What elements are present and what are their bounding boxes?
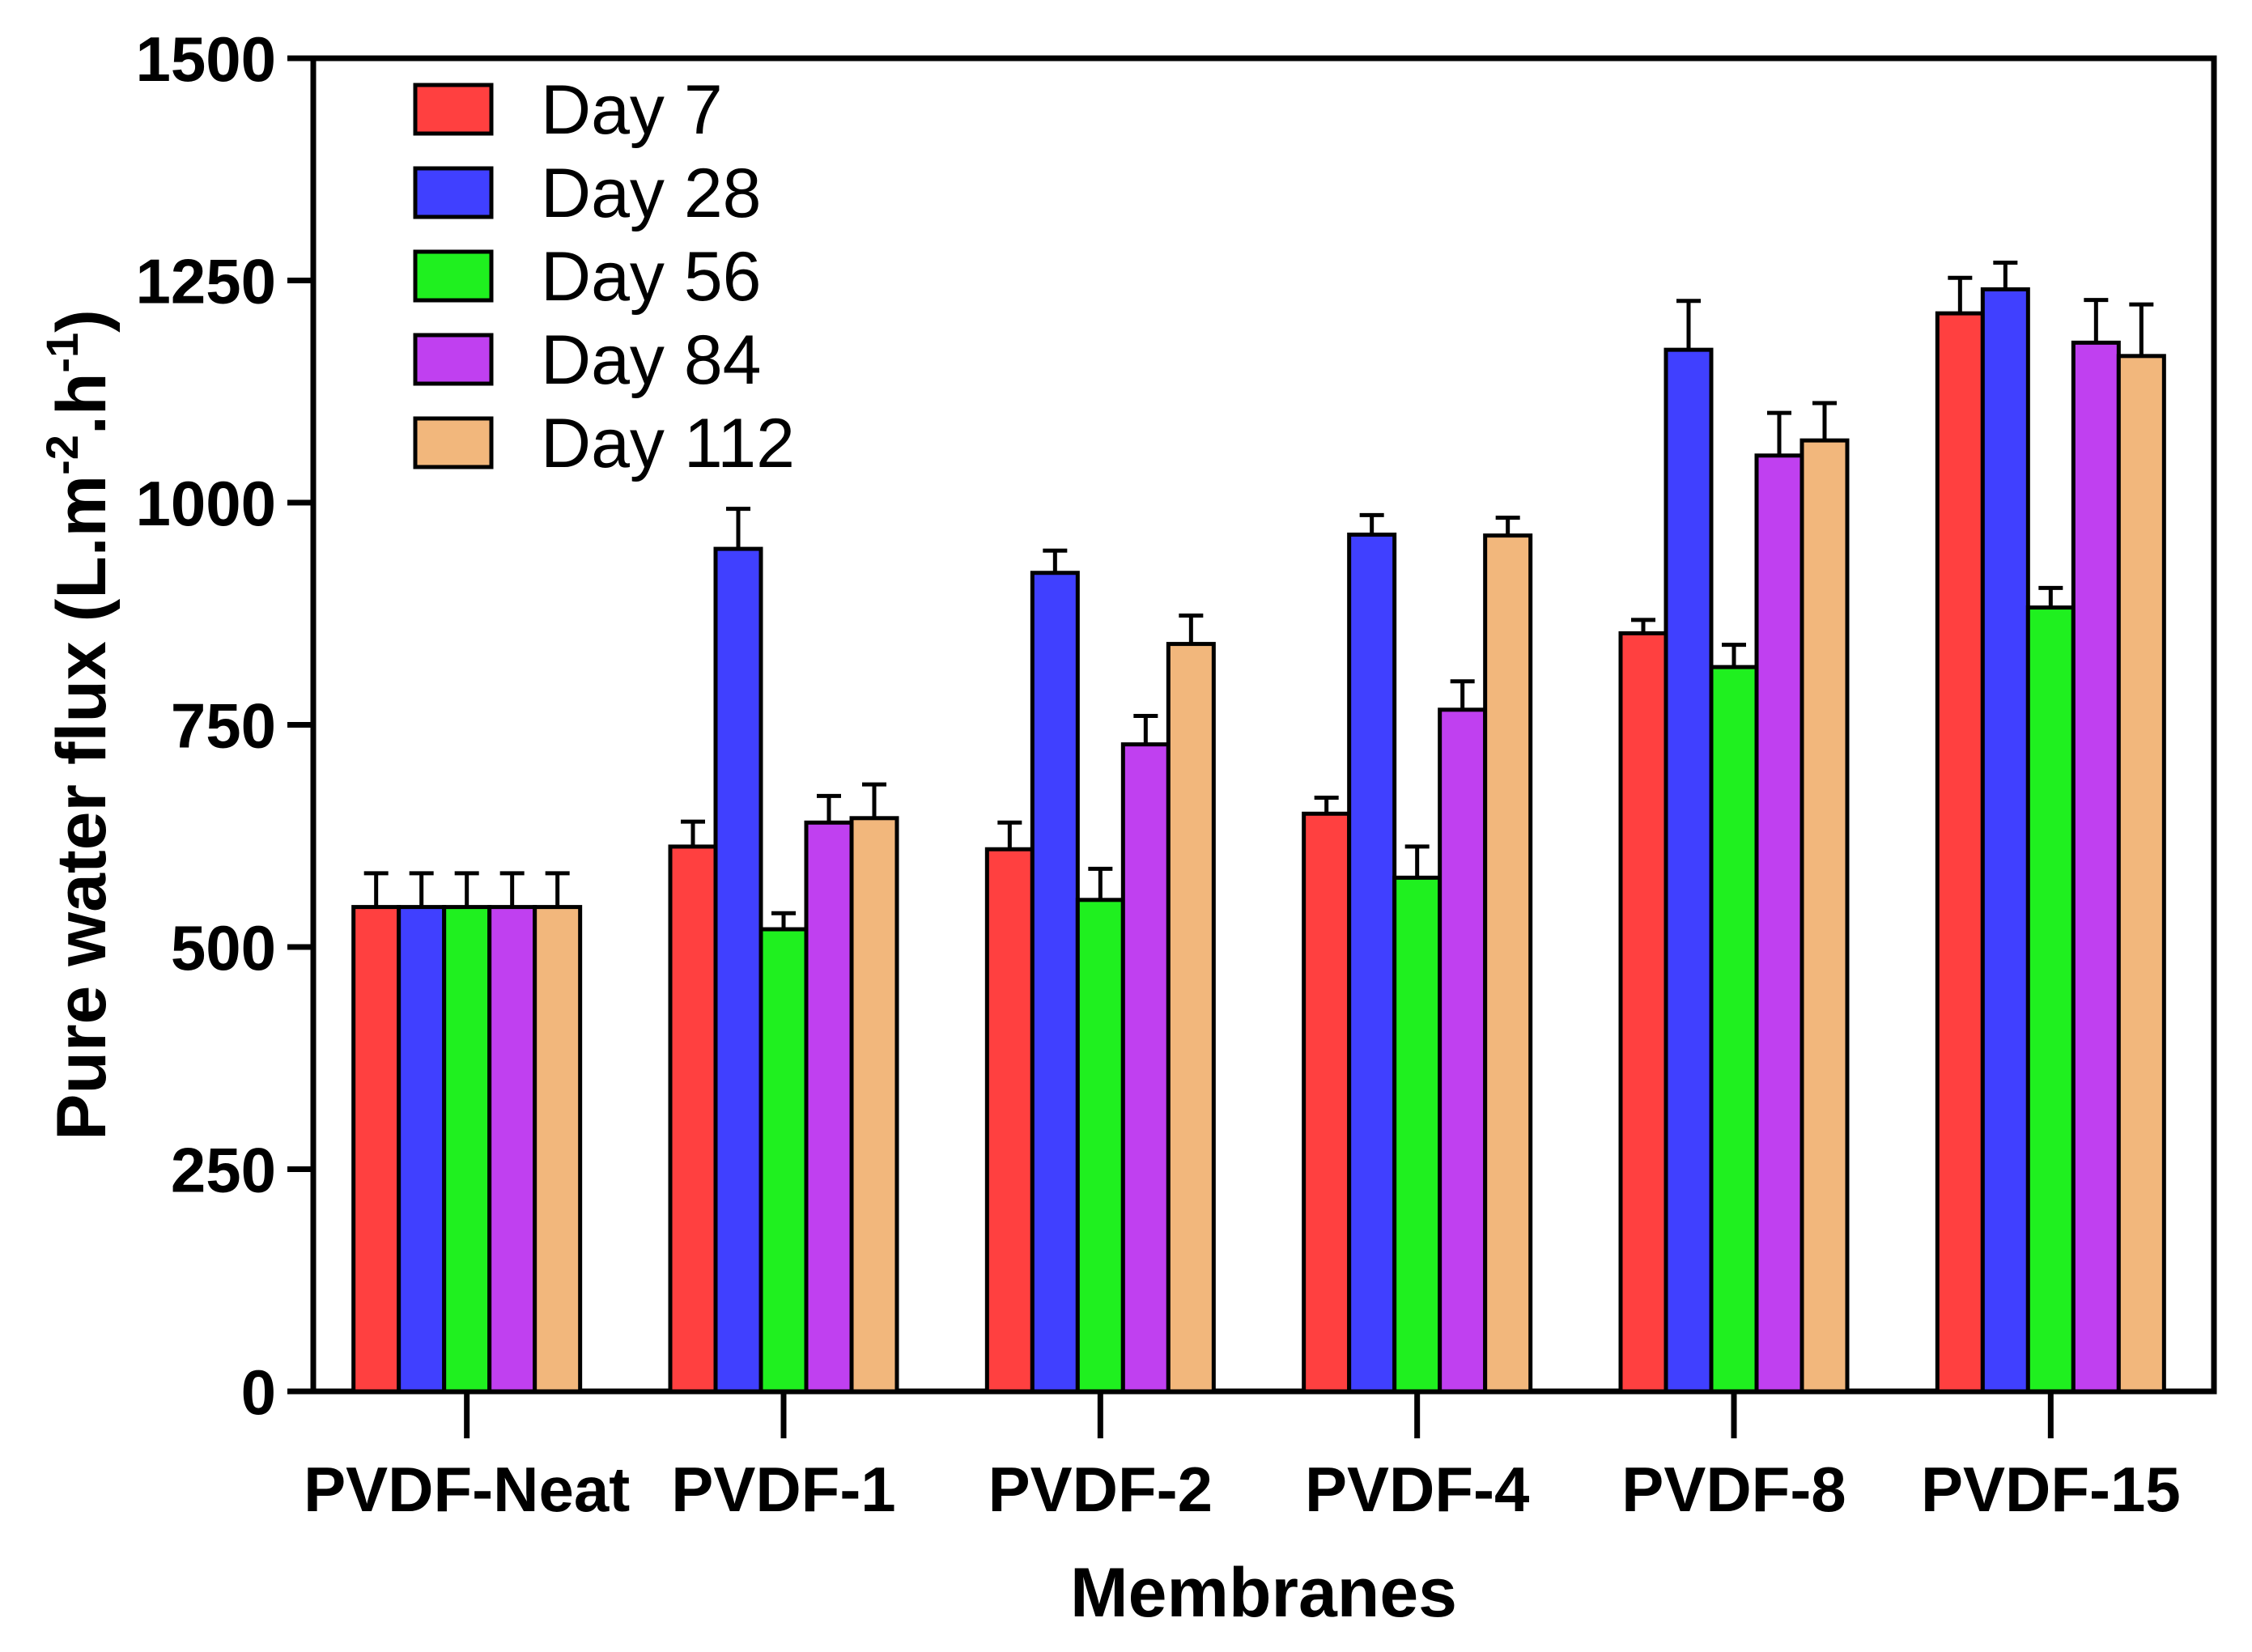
x-axis: PVDF-Neat PVDF-1 PVDF-2 PVDF-4 PVDF-8 PVDF-15	[304, 1391, 2181, 1525]
bar	[533, 905, 583, 1394]
bar	[1302, 811, 1352, 1394]
legend-label: Day 7	[541, 71, 723, 149]
bars-group	[351, 287, 2166, 1394]
legend-swatch	[413, 333, 494, 386]
bar	[1664, 347, 1714, 1394]
error-bars-group	[363, 261, 2154, 930]
y-axis-title-exp2: -1	[36, 333, 87, 373]
y-axis-title-mid: .h	[43, 373, 121, 435]
legend-swatch	[413, 416, 494, 469]
bar	[1392, 875, 1443, 1394]
bar	[1166, 642, 1216, 1394]
legend-swatch	[413, 166, 494, 219]
bar	[1618, 631, 1668, 1394]
x-tick-label: PVDF-1	[671, 1454, 895, 1525]
y-axis-title: Pure water flux (L.m-2.h-1)	[36, 309, 121, 1140]
y-tick-label: 250	[171, 1135, 276, 1206]
y-tick-label: 1500	[135, 23, 276, 95]
bar	[2025, 605, 2076, 1394]
y-tick-label: 750	[171, 690, 276, 762]
bar	[1799, 438, 1850, 1394]
bar	[442, 905, 492, 1394]
y-tick-label: 500	[171, 912, 276, 983]
bar	[1483, 533, 1533, 1394]
legend-swatch	[413, 83, 494, 136]
y-axis-title-main: Pure water flux (L.m	[43, 475, 121, 1140]
bar	[2116, 354, 2166, 1394]
legend-label: Day 28	[541, 155, 762, 232]
bar	[1347, 533, 1397, 1394]
legend-label: Day 56	[541, 238, 762, 316]
y-tick-label: 1250	[135, 246, 276, 317]
legend-swatch	[413, 249, 494, 303]
bar	[984, 847, 1035, 1394]
bar	[1120, 742, 1171, 1394]
x-axis-title: Membranes	[1070, 1554, 1457, 1632]
bar	[849, 816, 899, 1394]
legend-label: Day 84	[541, 321, 762, 399]
bar	[1075, 898, 1125, 1394]
y-axis-title-end: )	[43, 309, 121, 333]
bar	[1980, 287, 2030, 1394]
bar	[758, 927, 809, 1394]
y-axis: 0 250 500 750 1000 1250 1500	[135, 23, 313, 1428]
x-tick-label: PVDF-15	[1921, 1454, 2181, 1525]
bar	[1030, 571, 1080, 1394]
y-tick-label: 1000	[135, 468, 276, 539]
x-tick-label: PVDF-Neat	[304, 1454, 630, 1525]
bar	[1438, 707, 1488, 1394]
bar	[1935, 311, 1985, 1394]
plot-area	[310, 55, 2217, 1395]
bar	[804, 820, 854, 1394]
x-tick-label: PVDF-8	[1621, 1454, 1846, 1525]
bar	[1709, 665, 1759, 1394]
y-tick-label: 0	[241, 1357, 276, 1428]
bar	[713, 546, 763, 1394]
bar	[1754, 453, 1804, 1394]
bar	[2071, 340, 2121, 1394]
bar	[668, 844, 718, 1394]
bar	[487, 905, 538, 1394]
legend-label: Day 112	[541, 405, 795, 482]
y-axis-title-exp1: -2	[36, 435, 87, 475]
x-tick-label: PVDF-2	[988, 1454, 1213, 1525]
bar	[397, 905, 447, 1394]
bar	[351, 905, 402, 1394]
x-tick-label: PVDF-4	[1305, 1454, 1529, 1525]
